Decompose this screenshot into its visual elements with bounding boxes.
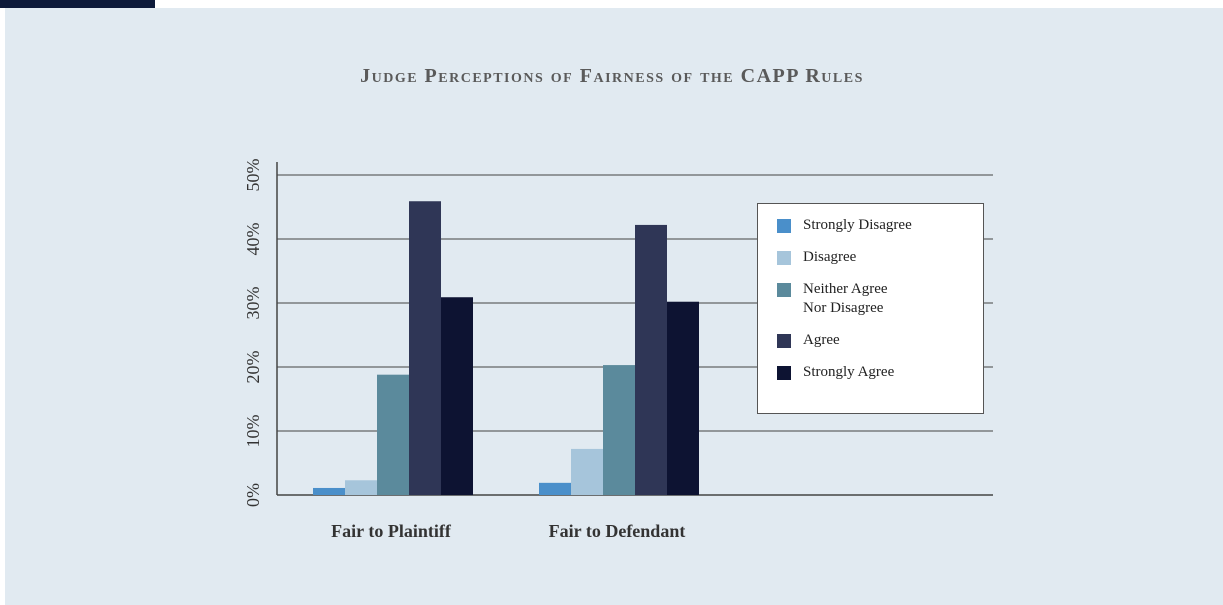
bar [667,301,699,495]
legend-label: Disagree [803,249,857,265]
legend-label: Agree [803,332,840,348]
legend-label: Neither Agree Nor Disagree [803,281,888,316]
legend-label: Strongly Disagree [803,217,912,233]
bar [603,365,635,495]
x-tick-label: Fair to Plaintiff [331,521,452,541]
legend-swatch [777,334,791,348]
legend-entry: Disagree [777,248,983,267]
bar [345,480,377,495]
legend-entry: Strongly Agree [777,363,983,382]
legend: Strongly Disagree Disagree Neither Agree N… [757,203,984,414]
bar [441,297,473,495]
legend-entry: Neither Agree Nor Disagree [777,280,983,318]
y-tick-label: 0% [243,483,263,507]
y-tick-label: 20% [243,351,263,384]
legend-swatch [777,366,791,380]
legend-entry: Strongly Disagree [777,216,983,235]
bar [539,482,571,495]
chart-title: Judge Perceptions of Fairness of the CAP… [360,65,864,87]
legend-swatch [777,251,791,265]
bar [635,224,667,496]
legend-label: Strongly Agree [803,364,895,380]
y-tick-label: 50% [243,159,263,192]
legend-swatch [777,283,791,297]
panel [5,8,1223,605]
legend-entry: Agree [777,331,983,350]
bar [571,448,603,495]
y-tick-label: 30% [243,287,263,320]
x-tick-label: Fair to Defendant [549,521,686,541]
bar [377,374,409,495]
corner-bar [0,0,155,8]
bar [313,487,345,495]
bar [409,201,441,496]
legend-swatch [777,219,791,233]
y-tick-label: 10% [243,415,263,448]
y-tick-label: 40% [243,223,263,256]
